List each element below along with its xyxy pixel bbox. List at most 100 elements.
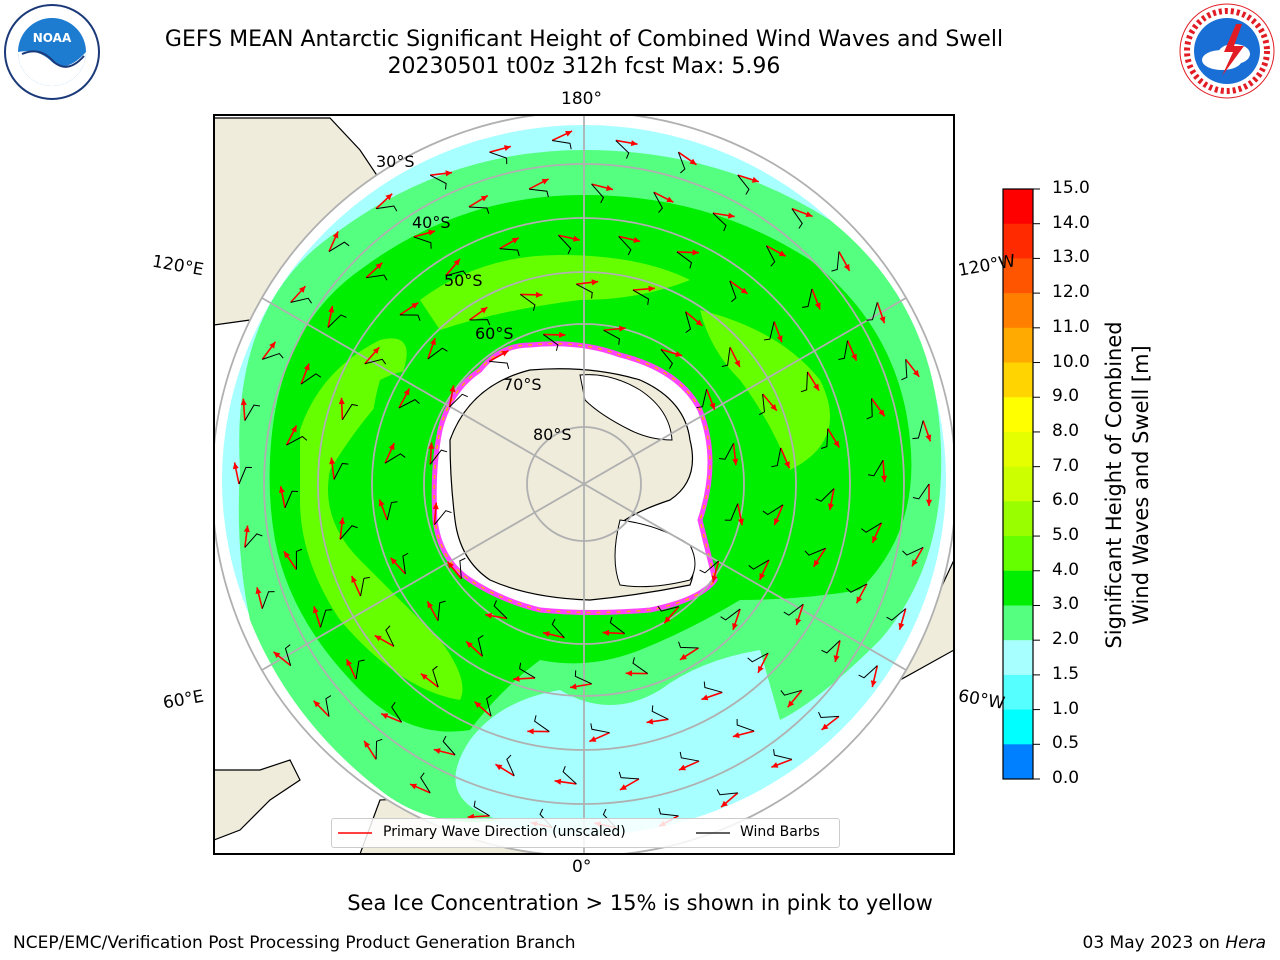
wave-direction-arrowhead [814,302,821,310]
wind-barb [765,245,776,267]
colorbar-swatch [1003,362,1033,398]
wave-direction-arrowhead [501,350,509,357]
wave-direction-arrowhead [338,397,345,405]
wave-direction-arrowhead [346,659,353,667]
wave-direction-arrowhead [709,402,716,410]
wind-barb [773,749,793,760]
wind-barb [366,274,388,281]
wave-direction-arrowhead [273,651,281,659]
wind-barb [558,234,572,255]
wave-direction-arrowhead [732,458,739,466]
wind-barb [801,288,813,308]
wave-direction-arrowhead [569,683,577,690]
wind-barb [737,174,750,195]
wind-barb [618,236,632,256]
colorbar-frame [1002,188,1034,780]
wave-direction-arrowhead [805,211,813,218]
wave-direction-arrowhead [648,285,655,292]
colorbar-swatch [1003,397,1033,433]
wave-direction-arrowhead [870,680,877,688]
lat-label-80s: 80°S [533,425,572,444]
wave-direction-arrowhead [433,748,441,754]
title-line-1: GEFS MEAN Antarctic Significant Height o… [164,27,1004,52]
wind-barb [551,618,565,639]
wave-direction-arrowhead [679,653,687,660]
ross-ice-shelf [579,374,673,441]
wind-barb [339,525,358,540]
wind-barb [489,151,508,165]
wave-direction-arrowhead [420,673,428,680]
wind-barb [716,789,738,796]
wind-barb [820,428,829,449]
wave-direction-arrowhead [734,359,740,367]
wind-barb [261,591,275,609]
wave-direction-arrowhead [303,363,310,371]
lon-label-180: 180° [561,89,602,109]
wind-barb [360,576,370,597]
wind-barb [591,183,605,204]
sea-ice-caption: Sea Ice Concentration > 15% is shown in … [347,891,933,915]
map-legend: Primary Wave Direction (unscaled) Wind B… [331,818,840,848]
wind-barb [912,483,930,500]
wind-barb [284,644,292,666]
wave-direction-arrowhead [430,338,436,346]
wave-direction-arrowhead [480,307,488,314]
lat-label-30s: 30°S [376,152,415,171]
wave-direction-arrowhead [372,347,380,354]
wind-barb [657,605,679,612]
wind-barb [449,393,468,408]
legend-wave-direction-label: Primary Wave Direction (unscaled) [383,824,626,840]
wind-barb [679,751,700,762]
wind-barb [290,297,313,304]
wave-direction-arrowhead [721,800,728,808]
wave-direction-arrowhead [449,385,456,393]
wind-barb [762,504,784,516]
wave-direction-arrowhead [833,440,840,448]
colorbar-swatch [1003,709,1033,745]
wave-max-pacific [420,255,690,330]
wave-direction-arrowhead [784,461,790,469]
wind-barb [386,501,398,521]
wind-barb [831,251,840,272]
wind-barb [399,314,421,321]
colorbar-label-line-1: Significant Height of Combined [1102,321,1126,649]
wind-barb [468,206,490,214]
wave-direction-arrowhead [711,575,718,583]
wind-barb [912,420,924,440]
wind-barb [712,212,727,232]
wind-barb [720,608,741,621]
wave-direction-arrowhead [664,616,671,624]
colorbar-swatch [1003,501,1033,537]
wind-barb [748,559,770,570]
wave-direction-arrowhead [428,442,435,449]
wave-direction-arrowhead [675,350,683,357]
colorbar-tick-label: 1.5 [1052,663,1080,684]
wave-direction-arrowhead [428,229,436,236]
wind-barb [543,334,559,351]
wave-direction-arrowhead [480,195,488,202]
wind-barb [355,659,365,680]
lon-label-0: 0° [572,857,592,877]
wave-direction-arrowhead [290,425,297,433]
wind-barb [821,640,841,654]
wave-direction-arrowhead [843,263,850,271]
wind-barb [327,314,347,328]
wave-direction-arrowhead [695,319,703,326]
colorbar-tick-label: 9.0 [1052,386,1080,407]
colorbar-swatch [1003,431,1033,468]
colorbar-swatch [1003,744,1033,780]
wind-barb [429,449,448,465]
wind-barb [244,533,263,548]
wind-barb [651,705,669,720]
wave-direction-arrowhead [410,783,418,790]
wind-barb [486,694,492,717]
wave-direction-arrowhead [388,443,395,451]
wind-barb [729,280,737,303]
lat-label-70s: 70°S [503,375,542,394]
wave-direction-arrowhead [692,249,699,256]
wave-max-southeast-pacific [700,310,830,470]
colorbar-tick-label: 15.0 [1052,178,1090,198]
wind-barb [658,807,679,817]
wave-direction-arrowhead [591,279,599,286]
wind-barb [866,302,878,321]
